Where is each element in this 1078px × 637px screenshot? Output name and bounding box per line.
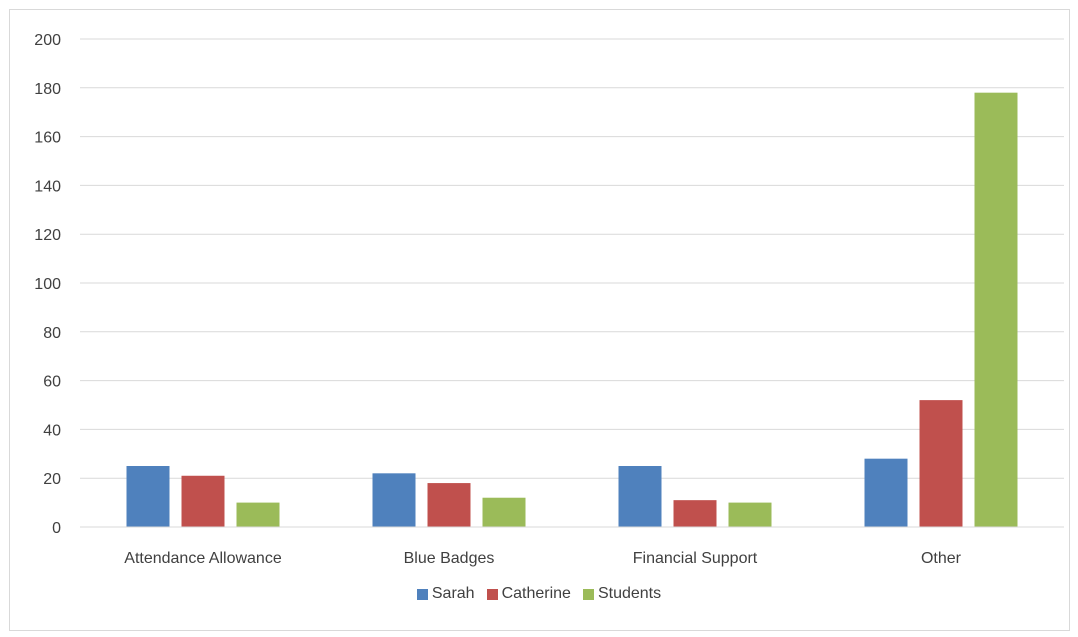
- bar-catherine-other: [919, 400, 963, 527]
- y-tick-label: 100: [34, 276, 61, 293]
- legend-item-students: Students: [582, 585, 662, 603]
- bar-sarah-financial-support: [618, 466, 662, 527]
- legend-item-sarah: Sarah: [416, 585, 475, 603]
- bar-students-attendance-allowance: [236, 502, 280, 527]
- legend-label: Sarah: [431, 585, 475, 602]
- bar-sarah-blue-badges: [372, 473, 416, 527]
- y-tick-label: 40: [43, 422, 61, 439]
- bars: [126, 92, 1018, 528]
- legend-item-catherine: Catherine: [486, 585, 571, 603]
- bar-catherine-attendance-allowance: [181, 475, 225, 527]
- bar-sarah-other: [864, 458, 908, 527]
- x-category-label: Blue Badges: [404, 550, 495, 567]
- x-axis-categories: Attendance Allowance Blue Badges Financial…: [124, 550, 961, 567]
- x-category-label: Other: [921, 550, 962, 567]
- bar-students-financial-support: [728, 502, 772, 527]
- bar-chart: 0 20 40 60 80 100 120 140 160 180 200 Attendance A…: [34, 32, 1064, 567]
- bar-sarah-attendance-allowance: [126, 466, 170, 527]
- legend-swatch: [416, 588, 428, 600]
- y-tick-label: 160: [34, 130, 61, 147]
- y-tick-label: 20: [43, 471, 61, 488]
- legend-swatch: [486, 588, 498, 600]
- bar-students-blue-badges: [482, 497, 526, 527]
- x-category-label: Financial Support: [633, 550, 758, 567]
- legend-label: Catherine: [501, 585, 571, 602]
- y-tick-label: 140: [34, 178, 61, 195]
- legend: Sarah Catherine Students: [0, 585, 1078, 603]
- y-tick-label: 80: [43, 325, 61, 342]
- y-axis-ticks: 0 20 40 60 80 100 120 140 160 180 200: [34, 32, 61, 537]
- legend-swatch: [582, 588, 594, 600]
- y-tick-label: 180: [34, 81, 61, 98]
- bar-students-other: [974, 92, 1018, 528]
- y-tick-label: 200: [34, 32, 61, 49]
- gridlines: [80, 38, 1064, 479]
- legend-label: Students: [597, 585, 662, 602]
- y-tick-label: 120: [34, 227, 61, 244]
- y-tick-label: 60: [43, 374, 61, 391]
- bar-catherine-financial-support: [673, 500, 717, 527]
- bar-catherine-blue-badges: [427, 483, 471, 527]
- x-category-label: Attendance Allowance: [124, 550, 282, 567]
- y-tick-label: 0: [52, 520, 61, 537]
